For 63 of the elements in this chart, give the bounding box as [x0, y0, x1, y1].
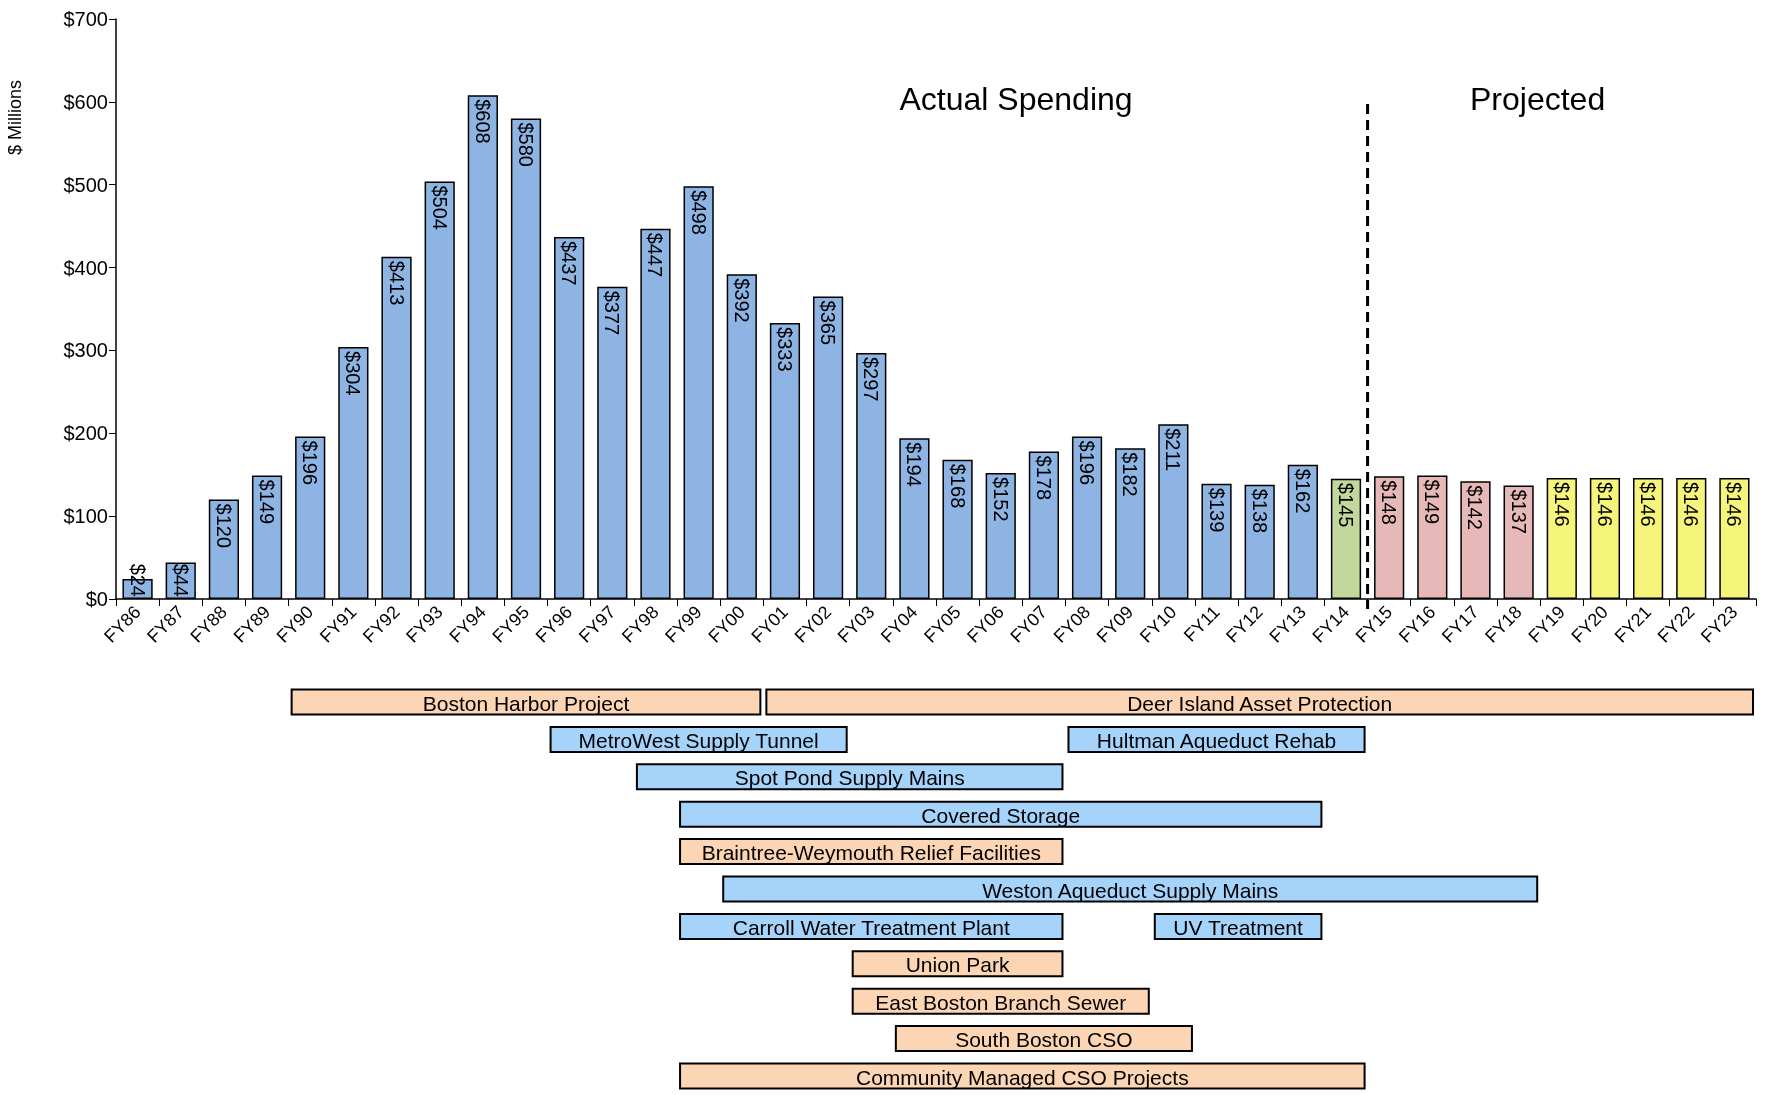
annotation: Projected: [1469, 81, 1606, 117]
data-label: $146: [1593, 482, 1616, 527]
data-label: $120: [212, 503, 235, 549]
data-label: $44: [169, 563, 192, 597]
data-label: $152: [989, 477, 1012, 522]
data-label: $437: [558, 240, 581, 286]
data-label: $413: [385, 260, 408, 306]
text: Spot Pond Supply Mains: [734, 766, 965, 790]
text: Deer Island Asset Protection: [1127, 691, 1393, 715]
data-label: $142: [1464, 485, 1487, 530]
text: Weston Aqueduct Supply Mains: [982, 878, 1279, 902]
y-tick-label: $300: [63, 339, 108, 362]
text: Union Park: [905, 953, 1011, 977]
data-label: $196: [299, 440, 322, 486]
data-label: $498: [687, 190, 710, 235]
text: Boston Harbor Project: [422, 691, 630, 715]
data-label: $333: [773, 327, 796, 372]
data-label: $146: [1680, 482, 1703, 527]
y-tick-label: $100: [63, 505, 108, 528]
data-label: $148: [1378, 480, 1401, 525]
data-label: $377: [601, 290, 624, 336]
text: MetroWest Supply Tunnel: [578, 728, 819, 752]
data-label: $211: [1162, 428, 1185, 472]
data-label: $139: [1205, 487, 1228, 533]
y-tick-label: $400: [63, 256, 108, 279]
data-label: $194: [903, 442, 926, 487]
data-label: $447: [644, 232, 667, 278]
data-label: $146: [1723, 482, 1746, 527]
annotation: Actual Spending: [899, 81, 1133, 117]
y-axis-title: $ Millions: [5, 79, 25, 156]
data-label: $168: [946, 463, 969, 509]
data-label: $162: [1291, 468, 1314, 514]
y-tick-label: $0: [85, 588, 108, 610]
data-label: $196: [1076, 440, 1099, 486]
y-tick-label: $500: [63, 173, 108, 196]
text: Braintree-Weymouth Relief Facilities: [701, 841, 1041, 865]
data-label: $608: [471, 99, 494, 144]
text: South Boston CSO: [955, 1028, 1133, 1052]
y-tick-label: $200: [63, 422, 108, 445]
data-label: $504: [428, 185, 451, 230]
data-label: $146: [1550, 482, 1573, 527]
text: Carroll Water Treatment Plant: [732, 915, 1010, 939]
text: Community Managed CSO Projects: [856, 1065, 1189, 1089]
data-label: $149: [1421, 479, 1444, 525]
text: Covered Storage: [921, 803, 1081, 827]
data-label: $24: [126, 563, 149, 597]
text: UV Treatment: [1173, 915, 1304, 939]
data-label: $137: [1507, 489, 1530, 534]
data-label: $392: [730, 278, 753, 323]
data-label: $297: [860, 356, 883, 402]
text: Hultman Aqueduct Rehab: [1096, 728, 1337, 752]
text: East Boston Branch Sewer: [875, 990, 1127, 1014]
data-label: $178: [1032, 455, 1055, 501]
data-label: $146: [1637, 482, 1660, 527]
data-label: $145: [1335, 482, 1357, 528]
y-tick-label: $600: [63, 90, 108, 113]
data-label: $149: [256, 479, 279, 525]
data-label: $138: [1248, 488, 1271, 534]
y-tick-label: $700: [63, 8, 108, 30]
data-label: $182: [1119, 452, 1142, 497]
data-label: $580: [515, 122, 537, 167]
data-label: $365: [817, 300, 840, 346]
data-label: $304: [342, 351, 365, 396]
